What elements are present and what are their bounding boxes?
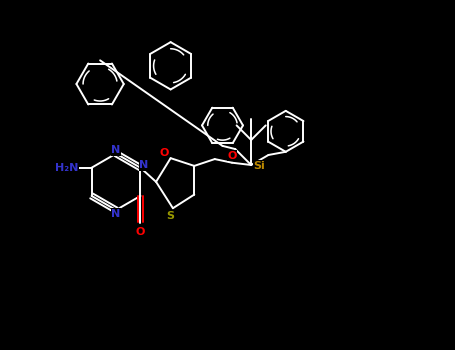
Text: H₂N: H₂N	[55, 163, 78, 173]
Text: N: N	[111, 209, 121, 219]
Text: N: N	[111, 145, 121, 155]
Text: Si: Si	[253, 161, 265, 171]
Text: O: O	[159, 148, 168, 158]
Text: N: N	[140, 160, 149, 170]
Text: O: O	[136, 228, 145, 237]
Text: S: S	[167, 211, 175, 222]
Text: O: O	[228, 151, 237, 161]
